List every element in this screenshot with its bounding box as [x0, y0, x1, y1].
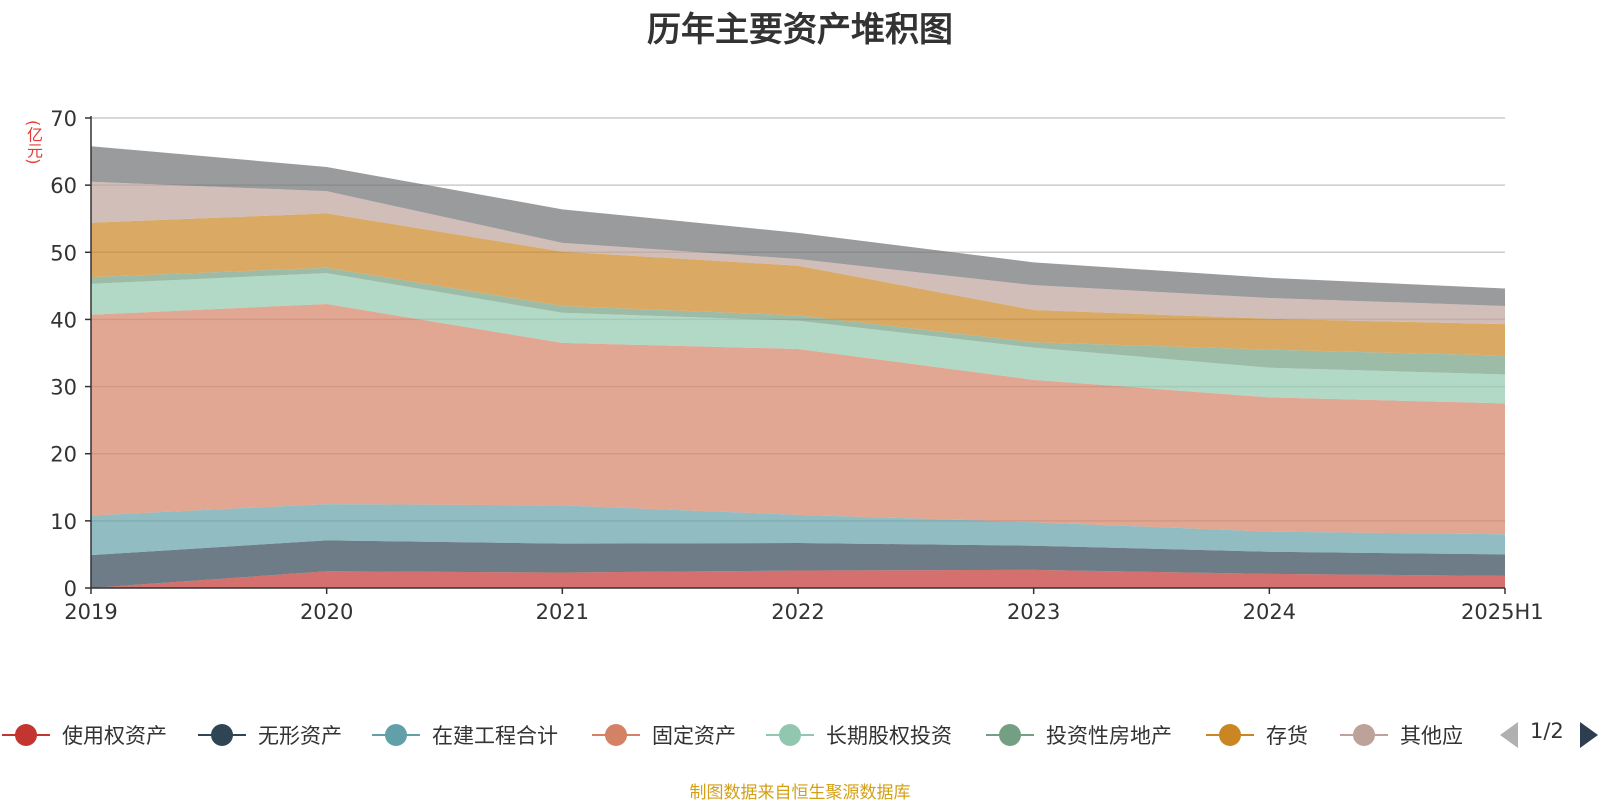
- legend-label: 存货: [1266, 724, 1308, 748]
- legend-item-other-receivables[interactable]: 其他应: [1340, 718, 1463, 752]
- y-tick-label: 60: [50, 174, 77, 198]
- y-tick-label: 40: [50, 308, 77, 332]
- legend-dot: [605, 724, 627, 746]
- legend-marker-icon: [372, 718, 420, 752]
- legend-marker-icon: [766, 718, 814, 752]
- chart-title: 历年主要资产堆积图: [647, 10, 953, 50]
- legend-marker-icon: [592, 718, 640, 752]
- legend-label: 无形资产: [258, 724, 342, 748]
- x-tick-label: 2021: [536, 600, 589, 624]
- x-tick-label: 2025H1: [1461, 600, 1544, 624]
- area-series-unlabeled: [91, 146, 1505, 306]
- area-series-0: [91, 569, 1505, 588]
- pager-prev-arrow-icon[interactable]: [1500, 722, 1518, 748]
- legend-label: 长期股权投资: [826, 724, 952, 748]
- legend-marker-icon: [986, 718, 1034, 752]
- legend-dot: [385, 724, 407, 746]
- area-series-group: [91, 146, 1505, 588]
- pager-next-arrow-icon[interactable]: [1580, 722, 1598, 748]
- legend-item-intangible-assets[interactable]: 无形资产: [198, 718, 342, 752]
- legend-item-fixed-assets[interactable]: 固定资产: [592, 718, 736, 752]
- data-source-footnote: 制图数据来自恒生聚源数据库: [689, 783, 911, 800]
- legend-dot: [999, 724, 1021, 746]
- legend-marker-icon: [198, 718, 246, 752]
- legend-dot: [779, 724, 801, 746]
- y-tick-label: 70: [50, 107, 77, 131]
- x-tick-label: 2020: [300, 600, 353, 624]
- legend-dot: [1219, 724, 1241, 746]
- legend-marker-icon: [1340, 718, 1388, 752]
- area-series-5: [91, 267, 1505, 375]
- legend-label: 使用权资产: [62, 724, 167, 748]
- area-series-2: [91, 504, 1505, 556]
- legend-item-inventory[interactable]: 存货: [1206, 718, 1308, 752]
- area-series-4: [91, 273, 1505, 404]
- x-tick-label: 2023: [1007, 600, 1060, 624]
- area-series-3: [91, 303, 1505, 535]
- y-axis-unit-label: (亿元): [24, 120, 43, 165]
- y-tick-label: 20: [50, 443, 77, 467]
- y-tick-label: 10: [50, 510, 77, 534]
- y-tick-label: 0: [64, 577, 77, 601]
- legend-marker-icon: [2, 718, 50, 752]
- legend-label: 投资性房地产: [1046, 724, 1172, 748]
- axes: 0 10 20 30 40 50 60 70 2019 2020 2021 2022 2023 2024 2…: [50, 107, 1543, 624]
- legend-dot: [1353, 724, 1375, 746]
- legend-item-right-of-use-assets[interactable]: 使用权资产: [2, 718, 167, 752]
- legend-item-long-term-equity-investment[interactable]: 长期股权投资: [766, 718, 952, 752]
- area-series-1: [91, 540, 1505, 588]
- x-tick-label: 2022: [771, 600, 824, 624]
- legend-item-investment-property[interactable]: 投资性房地产: [986, 718, 1172, 752]
- area-series-6: [91, 213, 1505, 356]
- legend-label: 其他应: [1400, 724, 1463, 748]
- legend: 使用权资产 无形资产 在建工程合计 固定资产: [0, 718, 1600, 752]
- legend-label: 固定资产: [652, 724, 736, 748]
- legend-item-construction-in-progress[interactable]: 在建工程合计: [372, 718, 558, 752]
- legend-marker-icon: [1206, 718, 1254, 752]
- x-tick-label: 2024: [1243, 600, 1296, 624]
- legend-pager: 1/2: [1500, 718, 1600, 752]
- y-tick-label: 30: [50, 376, 77, 400]
- legend-dot: [211, 724, 233, 746]
- area-series-7: [91, 181, 1505, 325]
- y-tick-label: 50: [50, 241, 77, 265]
- legend-overflow-clip: 其他应: [1340, 718, 1482, 752]
- x-tick-label: 2019: [64, 600, 117, 624]
- legend-label: 在建工程合计: [432, 724, 558, 748]
- pager-page-indicator: 1/2: [1530, 719, 1564, 743]
- legend-dot: [15, 724, 37, 746]
